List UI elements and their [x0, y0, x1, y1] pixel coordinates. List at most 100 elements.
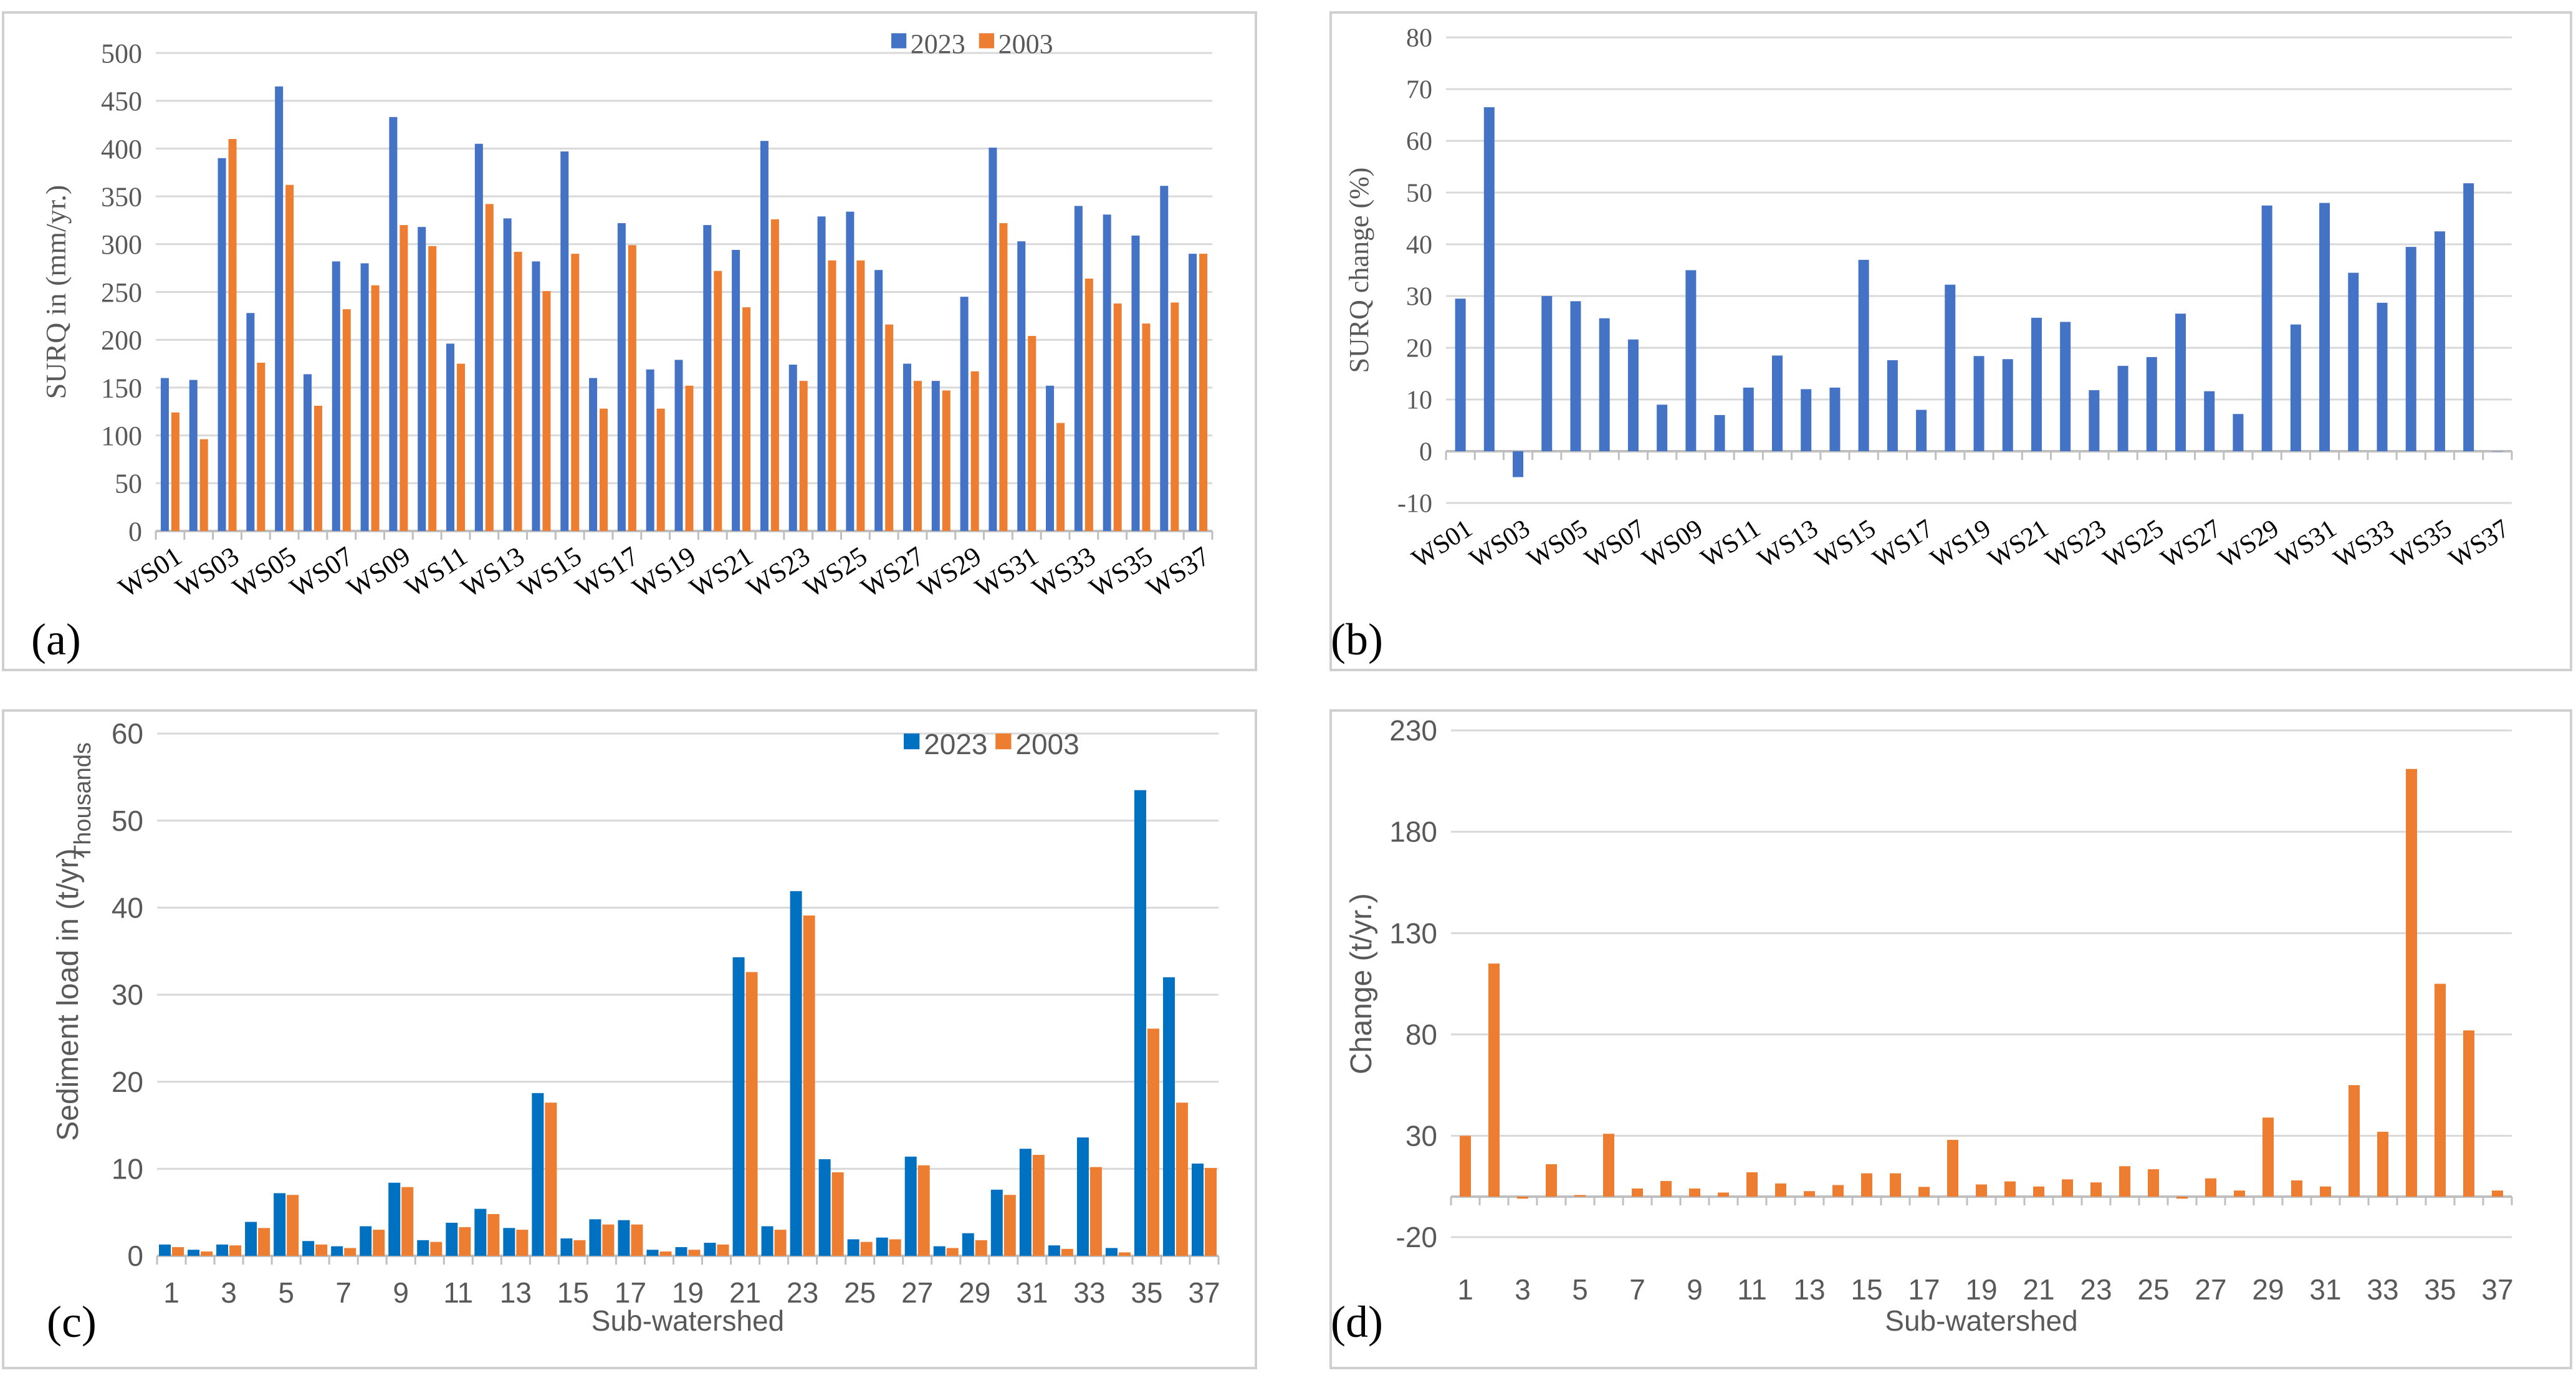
c-xtick-label: 29	[959, 1276, 990, 1309]
c-bar-2003-25	[860, 1242, 873, 1256]
b-bar-surq-change-WS08	[1657, 404, 1668, 451]
c-bar-2003-18	[659, 1251, 672, 1256]
c-xtick-label: 1	[163, 1276, 180, 1309]
c-xtick-label: 31	[1016, 1276, 1048, 1309]
b-bar-surq-change-WS25	[2146, 356, 2157, 451]
a-bar-2003-WS36	[1171, 302, 1179, 531]
a-bar-2023-WS11	[446, 343, 455, 531]
b-bar-surq-change-WS03	[1513, 451, 1524, 477]
b-ytick-label: -10	[1397, 490, 1432, 519]
c-bar-2023-28	[933, 1246, 946, 1256]
d-bar-change-5	[1574, 1195, 1586, 1197]
c-y-axis-title: Sediment load in (t/yr)	[52, 848, 85, 1141]
d-ytick-label: 30	[1405, 1120, 1437, 1152]
a-bar-2023-WS27	[903, 363, 911, 531]
a-bar-2023-WS31	[1017, 241, 1026, 531]
b-ytick-label: 70	[1406, 76, 1432, 105]
a-bar-2003-WS24	[828, 260, 836, 531]
d-bar-change-12	[1775, 1183, 1786, 1197]
c-xtick-label: 21	[729, 1276, 761, 1309]
b-bar-surq-change-WS15	[1858, 259, 1869, 451]
a-bar-2003-WS22	[770, 219, 779, 531]
d-xtick-label: 19	[1965, 1273, 1997, 1306]
c-ytick-label: 40	[112, 891, 143, 924]
d-xtick-label: 9	[1687, 1273, 1703, 1306]
d-bar-change-3	[1517, 1196, 1528, 1199]
a-bar-2003-WS11	[457, 363, 466, 531]
a-legend-label-2003: 2003	[998, 29, 1053, 59]
a-ytick-label: 300	[101, 229, 142, 260]
c-bar-2003-36	[1175, 1103, 1188, 1256]
d-xtick-label: 15	[1851, 1273, 1882, 1306]
b-bar-surq-change-WS29	[2261, 205, 2272, 451]
c-bar-2003-5	[287, 1195, 299, 1256]
c-bar-2023-16	[589, 1219, 601, 1256]
d-bar-change-20	[2004, 1181, 2016, 1197]
d-xtick-label: 25	[2137, 1273, 2169, 1306]
panel-label-c: (c)	[47, 1297, 97, 1347]
a-bar-2003-WS10	[428, 246, 437, 531]
a-bar-2023-WS29	[960, 297, 969, 531]
b-y-axis-title: SURQ change (%)	[1344, 168, 1374, 373]
a-bar-2003-WS16	[600, 408, 608, 531]
chart-b: -1001020304050607080WS01WS03WS05WS07WS09…	[1344, 24, 2514, 574]
c-bar-2003-32	[1061, 1248, 1073, 1256]
c-bar-2003-7	[344, 1248, 357, 1256]
d-bar-change-25	[2148, 1169, 2159, 1197]
a-bar-2003-WS06	[314, 406, 322, 531]
c-bar-2023-36	[1162, 977, 1175, 1256]
d-bar-change-9	[1689, 1188, 1700, 1197]
d-bar-change-21	[2033, 1186, 2044, 1197]
b-bar-surq-change-WS23	[2089, 390, 2100, 451]
b-bar-surq-change-WS01	[1455, 299, 1466, 451]
a-bar-2023-WS07	[332, 261, 340, 531]
c-xtick-label: 9	[393, 1276, 409, 1309]
a-bar-2003-WS20	[714, 270, 722, 531]
d-ytick-label: 80	[1405, 1018, 1437, 1051]
d-bar-change-24	[2119, 1166, 2130, 1197]
a-bar-2023-WS10	[418, 227, 426, 531]
c-bar-2003-19	[688, 1250, 701, 1256]
c-bar-2023-4	[245, 1222, 257, 1256]
d-xtick-label: 1	[1457, 1273, 1473, 1306]
c-bar-2003-30	[1003, 1195, 1016, 1256]
c-bar-2023-2	[188, 1250, 200, 1256]
c-bar-2003-6	[315, 1244, 328, 1256]
d-xtick-label: 11	[1737, 1273, 1767, 1306]
a-bar-2023-WS30	[989, 147, 997, 532]
a-legend-swatch-2003	[979, 33, 994, 49]
c-ytick-label: 20	[112, 1066, 143, 1098]
a-bar-2003-WS09	[400, 225, 408, 531]
b-bar-surq-change-WS21	[2031, 317, 2042, 451]
d-bar-change-13	[1804, 1191, 1815, 1197]
a-bar-2003-WS12	[485, 204, 494, 531]
d-bar-change-2	[1488, 963, 1500, 1197]
c-bar-2023-10	[417, 1240, 429, 1256]
c-bar-2023-12	[474, 1208, 487, 1256]
a-bar-2003-WS04	[257, 363, 266, 531]
c-bar-2023-23	[790, 891, 802, 1256]
d-bar-change-7	[1632, 1188, 1643, 1197]
c-bar-2023-19	[675, 1247, 687, 1256]
d-bar-change-34	[2406, 768, 2417, 1197]
c-bar-2023-26	[876, 1237, 888, 1256]
a-bar-2003-WS21	[742, 307, 751, 531]
b-bar-surq-change-WS34	[2405, 247, 2416, 451]
a-ytick-label: 450	[101, 86, 142, 117]
c-y-axis-units: Thousands	[70, 742, 96, 859]
c-bar-2003-2	[201, 1251, 213, 1256]
d-bar-change-35	[2435, 983, 2446, 1197]
a-bar-2003-WS19	[685, 385, 694, 531]
c-bar-2003-24	[831, 1172, 844, 1256]
c-bar-2003-22	[774, 1230, 787, 1256]
c-bar-2003-26	[889, 1239, 901, 1256]
c-bar-2003-20	[717, 1244, 729, 1256]
b-bar-surq-change-WS09	[1685, 270, 1697, 451]
c-bar-2023-15	[560, 1238, 573, 1256]
c-bar-2023-3	[216, 1244, 229, 1256]
d-ytick-label: 230	[1389, 714, 1437, 747]
b-bar-surq-change-WS27	[2204, 391, 2215, 451]
c-bar-2023-14	[532, 1093, 544, 1256]
